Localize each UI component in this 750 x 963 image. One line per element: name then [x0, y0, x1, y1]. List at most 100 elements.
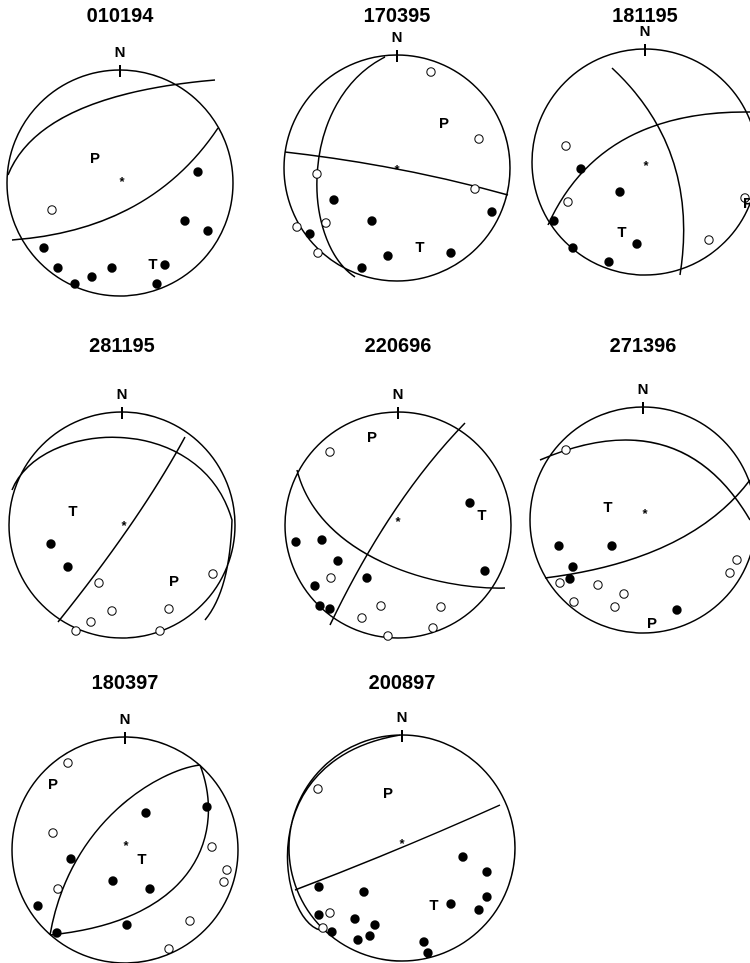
dilatation [164, 604, 174, 614]
dilatation [185, 916, 195, 926]
nodal-plane [547, 111, 750, 226]
compression [180, 216, 190, 226]
compression [568, 243, 578, 253]
compression [423, 948, 433, 958]
compression [305, 229, 315, 239]
dilatation [86, 617, 96, 627]
north-label: N [393, 386, 404, 403]
compression [122, 920, 132, 930]
north-label: N [117, 386, 128, 403]
p-axis-label: P [383, 785, 393, 802]
compression [446, 248, 456, 258]
nodal-plane [539, 439, 750, 521]
nodal-plane [296, 469, 506, 589]
compression [291, 537, 301, 547]
compression [632, 239, 642, 249]
dilatation [555, 578, 565, 588]
dilatation [207, 842, 217, 852]
compression [39, 243, 49, 253]
north-label: N [640, 23, 651, 40]
nodal-plane [49, 764, 210, 936]
p-axis-label: P [169, 573, 179, 590]
nodal-plane [329, 422, 466, 626]
nodal-plane [49, 764, 201, 936]
compression [353, 935, 363, 945]
compression [482, 892, 492, 902]
epicenter-mark: * [119, 174, 125, 189]
compression [327, 927, 337, 937]
dilatation [321, 218, 331, 228]
nodal-plane [57, 436, 186, 623]
t-axis-label: T [415, 239, 424, 256]
compression [310, 581, 320, 591]
compression [317, 535, 327, 545]
nodal-plane [611, 67, 685, 276]
compression [576, 164, 586, 174]
nodal-plane [316, 56, 386, 278]
epicenter-mark: * [123, 838, 129, 853]
dilatation [325, 447, 335, 457]
compression [549, 216, 559, 226]
epicenter-mark: * [642, 506, 648, 521]
compression [565, 574, 575, 584]
panel-title: 180397 [92, 672, 159, 694]
compression [141, 808, 151, 818]
panel-title: 200897 [369, 672, 436, 694]
focal-sphere [531, 48, 750, 276]
nodal-plane [544, 479, 750, 579]
dilatation [593, 580, 603, 590]
dilatation [47, 205, 57, 215]
nodal-plane [284, 151, 509, 196]
compression [203, 226, 213, 236]
dilatation [619, 589, 629, 599]
compression [314, 882, 324, 892]
panel-title: 281195 [89, 335, 155, 357]
compression [568, 562, 578, 572]
p-axis-label: P [647, 615, 657, 632]
t-axis-label: T [148, 256, 157, 273]
compression [107, 263, 117, 273]
north-label: N [397, 709, 408, 726]
compression [383, 251, 393, 261]
t-axis-label: T [68, 503, 77, 520]
t-axis-label: T [137, 851, 146, 868]
dilatation [563, 197, 573, 207]
epicenter-mark: * [395, 514, 401, 529]
dilatation [436, 602, 446, 612]
compression [458, 852, 468, 862]
compression [66, 854, 76, 864]
dilatation [48, 828, 58, 838]
dilatation [313, 248, 323, 258]
compression [615, 187, 625, 197]
dilatation [428, 623, 438, 633]
compression [365, 931, 375, 941]
dilatation [357, 613, 367, 623]
dilatation [426, 67, 436, 77]
dilatation [318, 923, 328, 933]
compression [482, 867, 492, 877]
p-axis-label: P [48, 776, 58, 793]
dilatation [63, 758, 73, 768]
compression [474, 905, 484, 915]
dilatation [610, 602, 620, 612]
dilatation [164, 944, 174, 954]
dilatation [470, 184, 480, 194]
panel-title: 271396 [610, 335, 677, 357]
compression [53, 263, 63, 273]
dilatation [725, 568, 735, 578]
north-label: N [392, 29, 403, 46]
dilatation [155, 626, 165, 636]
dilatation [704, 235, 714, 245]
p-axis-label: P [743, 195, 750, 212]
t-axis-label: T [617, 224, 626, 241]
dilatation [325, 908, 335, 918]
nodal-plane [11, 127, 219, 241]
dilatation [569, 597, 579, 607]
dilatation [732, 555, 742, 565]
compression [672, 605, 682, 615]
nodal-plane [294, 804, 501, 891]
epicenter-mark: * [394, 162, 400, 177]
nodal-plane [286, 734, 401, 931]
t-axis-label: T [477, 507, 486, 524]
